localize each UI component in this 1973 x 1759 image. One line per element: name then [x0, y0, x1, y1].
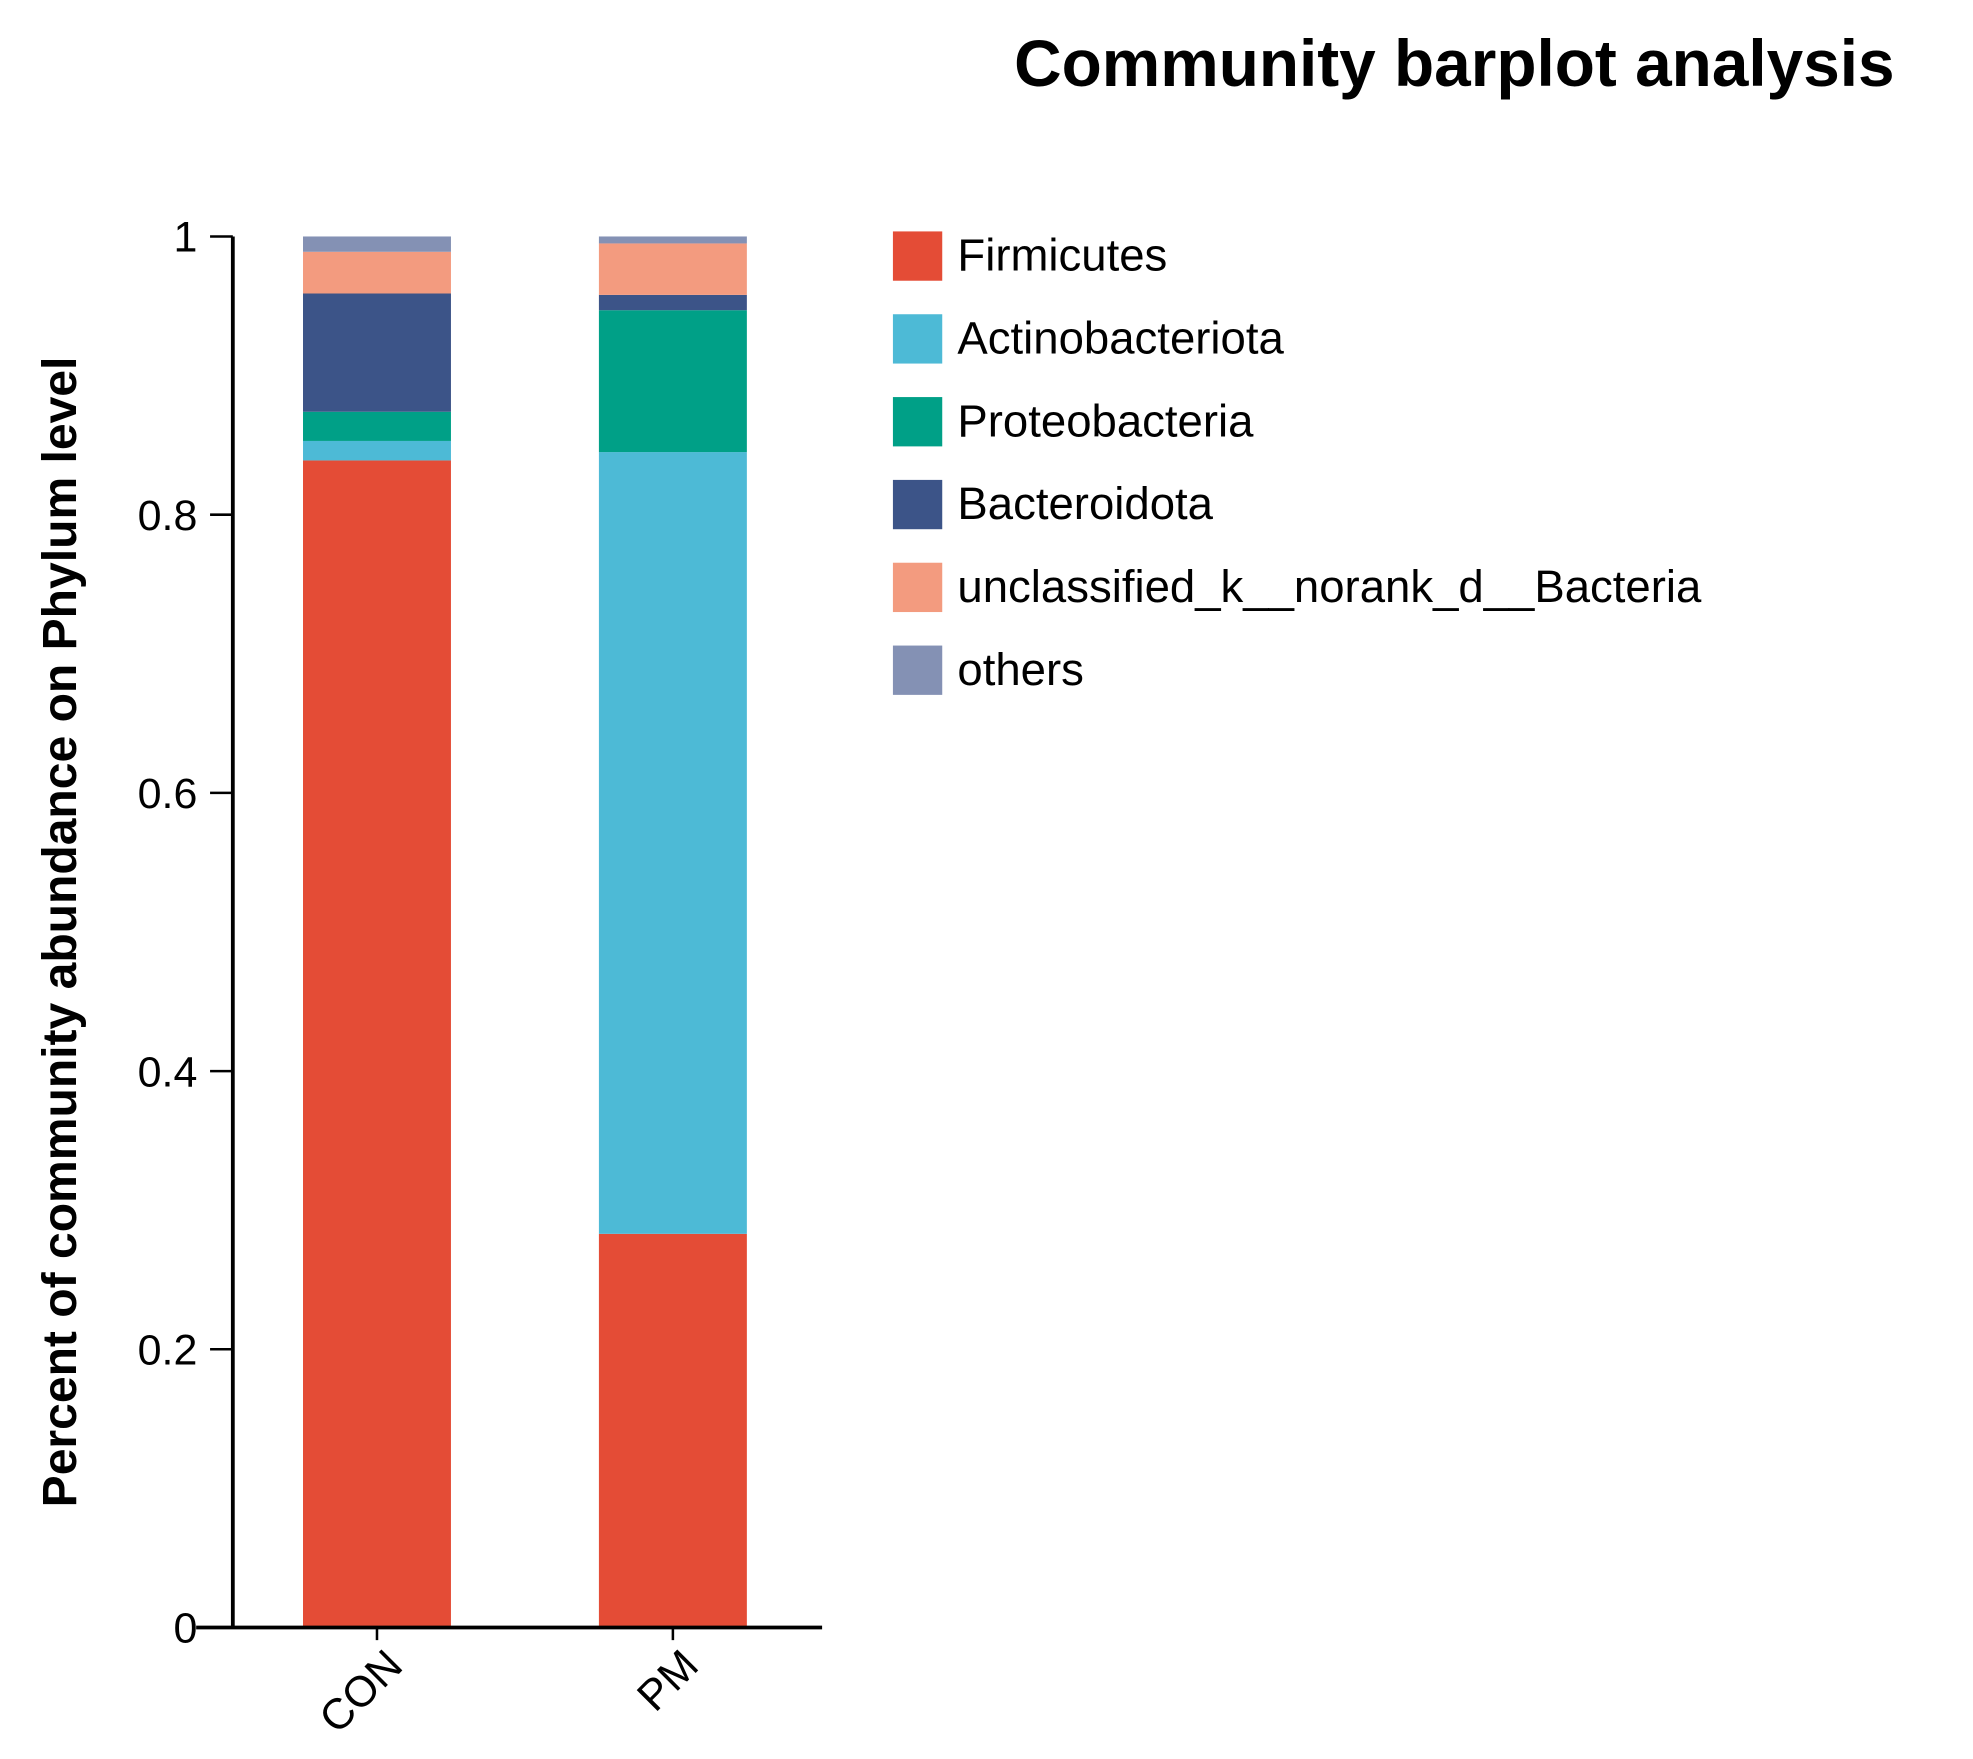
y-tick-label: 1	[174, 214, 198, 262]
x-tick-label: CON	[310, 1641, 411, 1742]
y-tick-label: 0.8	[138, 492, 198, 540]
x-tick-label: PM	[628, 1641, 708, 1721]
legend-swatch	[892, 645, 943, 695]
bar-segment-pm-2	[598, 310, 747, 453]
chart-title: Community barplot analysis	[1014, 26, 1895, 100]
bar-segment-pm-1	[598, 452, 747, 1234]
bar-segment-con-4	[303, 251, 451, 294]
y-tick-label: 0.4	[138, 1048, 198, 1096]
bar-segment-con-3	[303, 293, 451, 412]
bar-segment-pm-3	[598, 294, 747, 311]
legend-label: Firmicutes	[957, 230, 1167, 281]
bar-segment-con-5	[303, 236, 451, 252]
legend-swatch	[892, 231, 943, 281]
bar-segment-con-2	[303, 411, 451, 441]
bar-segment-pm-4	[598, 243, 747, 295]
legend-label: Bacteroidota	[957, 478, 1213, 529]
legend-swatch	[892, 562, 943, 613]
y-tick-label: 0	[174, 1605, 198, 1653]
legend-label: others	[957, 644, 1084, 695]
legend-label: Actinobacteriota	[957, 312, 1284, 363]
legend-label: Proteobacteria	[957, 395, 1254, 446]
bar-segment-con-0	[303, 460, 451, 1628]
legend-swatch	[892, 397, 943, 447]
y-tick-label: 0.6	[138, 770, 198, 818]
legend-swatch	[892, 479, 943, 530]
y-axis-label: Percent of community abundance on Phylum…	[34, 357, 87, 1508]
legend-label: unclassified_k__norank_d__Bacteria	[957, 561, 1702, 612]
legend-swatch	[892, 314, 943, 364]
bar-segment-con-1	[303, 440, 451, 461]
bar-segment-pm-0	[598, 1233, 747, 1628]
bar-segment-pm-5	[598, 236, 747, 244]
y-tick-label: 0.2	[138, 1326, 198, 1374]
